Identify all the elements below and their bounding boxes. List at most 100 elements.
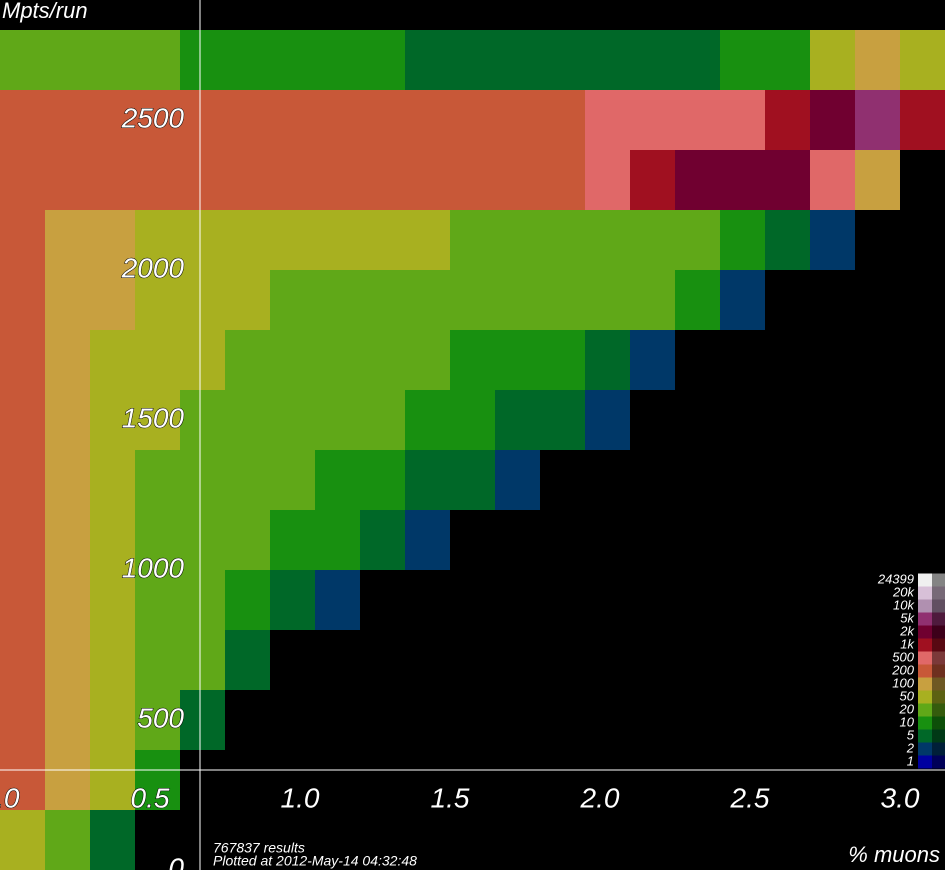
colorbar-swatch-light xyxy=(932,690,945,704)
note: 767837 results xyxy=(213,840,305,856)
x-tick-label: 3.0 xyxy=(881,782,920,813)
heatmap-cell xyxy=(405,270,450,330)
heatmap-cell xyxy=(90,630,135,690)
heatmap-cell xyxy=(135,810,180,870)
heatmap-cell xyxy=(720,30,765,90)
heatmap-cell xyxy=(0,690,45,750)
heatmap-cell xyxy=(855,570,900,630)
heatmap-cell xyxy=(180,150,225,210)
heatmap-cell xyxy=(450,90,495,150)
note: Plotted at 2012-May-14 04:32:48 xyxy=(213,853,417,869)
heatmap-cell xyxy=(630,450,675,510)
heatmap-cell xyxy=(540,810,585,870)
heatmap-cell xyxy=(855,690,900,750)
heatmap-cell xyxy=(180,90,225,150)
heatmap-cell xyxy=(540,90,585,150)
x-tick-label: 0.5 xyxy=(131,782,170,813)
heatmap-cell xyxy=(855,750,900,810)
heatmap-cell xyxy=(45,750,90,810)
heatmap-cell xyxy=(540,330,585,390)
x-tick-label: 2.0 xyxy=(580,782,620,813)
colorbar-swatch xyxy=(918,716,932,730)
heatmap-cell xyxy=(405,90,450,150)
heatmap-cell xyxy=(135,270,180,330)
colorbar-label: 5 xyxy=(907,727,915,742)
heatmap-cell xyxy=(270,570,315,630)
colorbar-swatch-light xyxy=(932,729,945,743)
colorbar-swatch xyxy=(918,638,932,652)
colorbar-swatch-light xyxy=(932,716,945,730)
heatmap-cell xyxy=(135,210,180,270)
colorbar-swatch-light xyxy=(932,742,945,756)
heatmap-cell xyxy=(315,270,360,330)
heatmap-cell xyxy=(360,510,405,570)
heatmap-cell xyxy=(630,690,675,750)
colorbar-swatch xyxy=(918,664,932,678)
heatmap-cell xyxy=(585,810,630,870)
heatmap-cell xyxy=(450,390,495,450)
heatmap-cell xyxy=(810,450,855,510)
heatmap-cell xyxy=(405,390,450,450)
heatmap-cell xyxy=(585,690,630,750)
heatmap-cell xyxy=(90,450,135,510)
colorbar-label: 1 xyxy=(907,753,914,768)
colorbar-swatch-light xyxy=(932,677,945,691)
heatmap-cell xyxy=(765,690,810,750)
heatmap-cell xyxy=(270,270,315,330)
heatmap-cell xyxy=(450,750,495,810)
colorbar-swatch xyxy=(918,586,932,600)
y-tick-label: 2500 xyxy=(121,102,185,133)
heatmap-cell xyxy=(360,390,405,450)
heatmap-cell xyxy=(495,30,540,90)
heatmap-cell xyxy=(630,810,675,870)
heatmap-cell xyxy=(270,750,315,810)
heatmap-cell xyxy=(0,390,45,450)
heatmap-cell xyxy=(135,630,180,690)
heatmap-cell xyxy=(0,150,45,210)
heatmap-cell xyxy=(810,630,855,690)
heatmap-cell xyxy=(810,690,855,750)
heatmap-cell xyxy=(45,330,90,390)
heatmap-cell xyxy=(225,210,270,270)
heatmap-cell xyxy=(90,810,135,870)
heatmap-cell xyxy=(135,90,180,150)
heatmap-cell xyxy=(270,630,315,690)
heatmap-cell xyxy=(135,510,180,570)
heatmap-cell xyxy=(405,750,450,810)
y-axis-label: Mpts/run xyxy=(2,0,88,23)
heatmap-cell xyxy=(675,750,720,810)
heatmap-cell xyxy=(450,330,495,390)
heatmap-cell xyxy=(405,150,450,210)
heatmap-cell xyxy=(360,330,405,390)
heatmap-cell xyxy=(765,210,810,270)
heatmap-cell xyxy=(45,570,90,630)
heatmap-cell xyxy=(765,570,810,630)
colorbar-label: 200 xyxy=(891,662,914,677)
heatmap-cell xyxy=(630,270,675,330)
heatmap-cell xyxy=(0,210,45,270)
heatmap-cell xyxy=(360,630,405,690)
heatmap-cell xyxy=(360,690,405,750)
heatmap-cell xyxy=(360,750,405,810)
heatmap-cell xyxy=(765,30,810,90)
heatmap-cell xyxy=(675,150,720,210)
heatmap-cell xyxy=(90,510,135,570)
heatmap-cell xyxy=(720,450,765,510)
heatmap-cell xyxy=(90,150,135,210)
heatmap-cell xyxy=(0,750,45,810)
colorbar-swatch xyxy=(918,677,932,691)
heatmap-cell xyxy=(180,30,225,90)
heatmap-cell xyxy=(360,270,405,330)
heatmap-cell xyxy=(585,330,630,390)
heatmap-cell xyxy=(360,810,405,870)
heatmap-cell xyxy=(270,330,315,390)
heatmap-cell xyxy=(450,270,495,330)
heatmap-cell xyxy=(0,270,45,330)
heatmap-cell xyxy=(360,150,405,210)
heatmap-cell xyxy=(630,330,675,390)
heatmap-cell xyxy=(45,30,90,90)
colorbar-swatch xyxy=(918,573,932,587)
heatmap-cell xyxy=(900,90,945,150)
heatmap-cell xyxy=(225,630,270,690)
